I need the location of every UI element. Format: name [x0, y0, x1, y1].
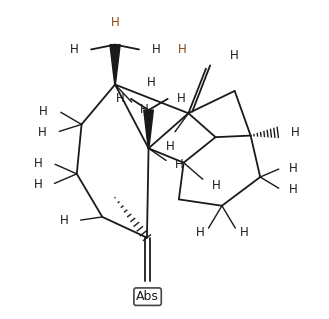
- Polygon shape: [110, 45, 120, 85]
- Text: H: H: [230, 49, 239, 62]
- Text: H: H: [175, 159, 184, 171]
- Text: H: H: [212, 179, 220, 192]
- Text: H: H: [178, 43, 187, 56]
- Text: H: H: [291, 126, 299, 139]
- Text: H: H: [111, 16, 119, 29]
- Text: H: H: [289, 162, 298, 174]
- Text: H: H: [140, 103, 149, 116]
- Text: H: H: [196, 226, 204, 239]
- Text: H: H: [38, 126, 47, 139]
- Text: H: H: [289, 183, 298, 196]
- Text: Abs: Abs: [136, 290, 159, 303]
- Text: H: H: [116, 93, 125, 105]
- Text: H: H: [177, 93, 186, 105]
- Text: H: H: [165, 140, 174, 153]
- Text: H: H: [240, 226, 248, 239]
- Polygon shape: [144, 110, 153, 148]
- Text: H: H: [60, 214, 69, 227]
- Text: H: H: [152, 43, 161, 56]
- Text: H: H: [39, 105, 48, 117]
- Text: H: H: [147, 76, 156, 89]
- Text: H: H: [70, 43, 78, 56]
- Text: H: H: [34, 178, 42, 190]
- Text: H: H: [34, 157, 42, 170]
